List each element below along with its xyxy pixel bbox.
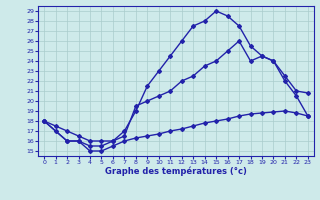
X-axis label: Graphe des températures (°c): Graphe des températures (°c) [105,167,247,176]
